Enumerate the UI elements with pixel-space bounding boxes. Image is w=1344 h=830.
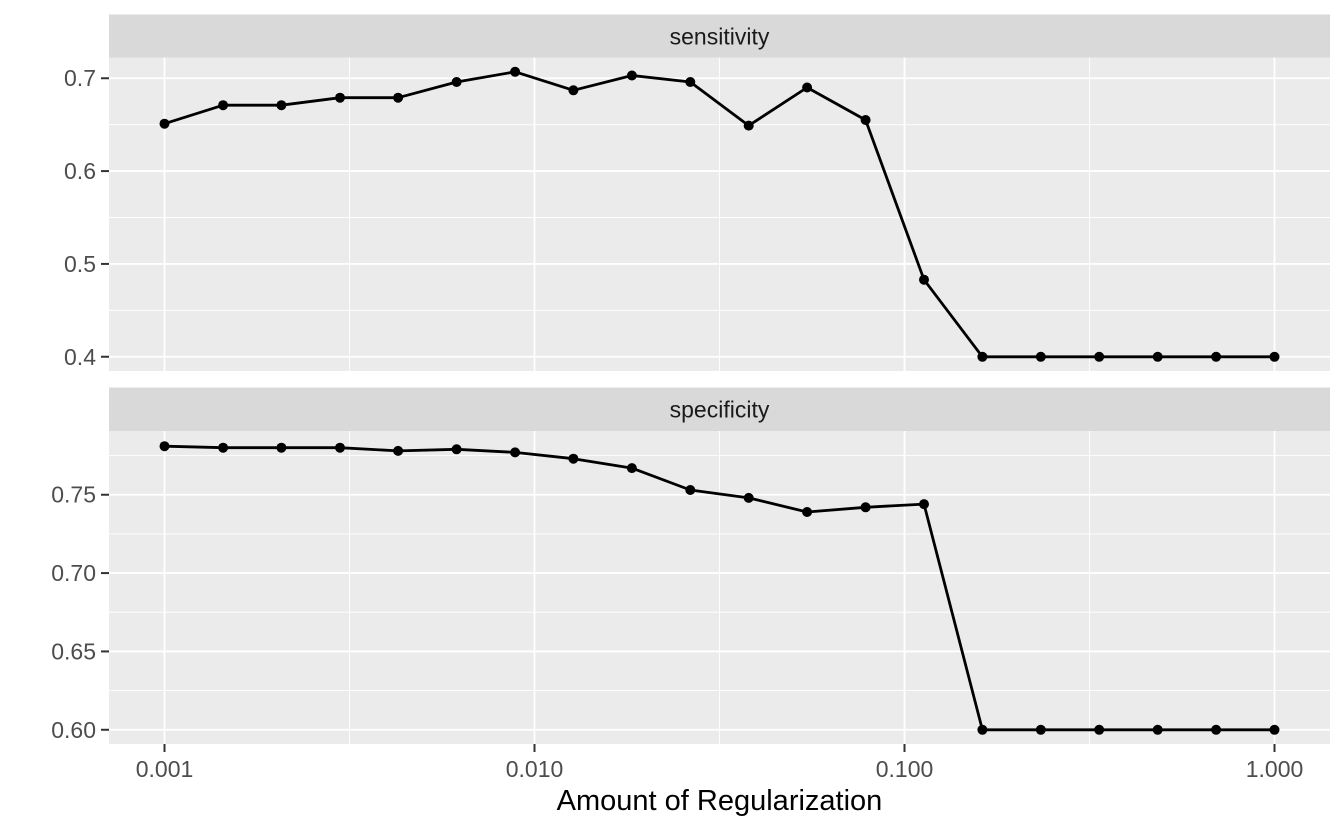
x-tick-label: 0.010 (506, 756, 564, 782)
data-point (276, 100, 287, 111)
data-point (860, 502, 871, 513)
data-point (977, 724, 988, 735)
data-point (860, 115, 871, 125)
data-point (1152, 724, 1163, 735)
data-point (335, 92, 345, 103)
data-point (451, 77, 462, 87)
data-point (510, 66, 521, 77)
facet-strip (109, 14, 1330, 58)
y-tick-label: 0.60 (51, 717, 96, 743)
data-point (626, 70, 637, 81)
data-point (159, 441, 170, 452)
data-point (977, 351, 988, 362)
data-point (335, 442, 345, 453)
data-point (276, 442, 287, 453)
data-point (568, 85, 579, 96)
data-point (1269, 351, 1280, 362)
x-tick-label: 1.000 (1246, 756, 1304, 782)
series-line (164, 70, 1275, 359)
data-point (451, 444, 462, 455)
data-point (685, 485, 696, 495)
data-point (743, 492, 754, 503)
y-tick-label: 0.4 (64, 344, 96, 370)
y-tick-label: 0.75 (51, 482, 96, 508)
data-point (1211, 724, 1222, 735)
data-point (1035, 724, 1046, 735)
data-point (1094, 724, 1105, 735)
y-tick-label: 0.6 (64, 158, 96, 184)
data-point (919, 274, 929, 285)
data-point (626, 463, 637, 474)
data-point (685, 77, 696, 87)
y-tick-label: 0.70 (51, 560, 96, 586)
data-point (1035, 351, 1046, 362)
x-tick-label: 0.100 (876, 756, 934, 782)
x-tick-label: 0.001 (136, 756, 194, 782)
data-point (743, 120, 754, 131)
data-point (1269, 724, 1280, 735)
data-point (802, 82, 813, 93)
data-point (919, 499, 929, 510)
data-point (218, 442, 229, 453)
data-point (1094, 351, 1105, 362)
data-point (1152, 351, 1163, 362)
data-point (568, 453, 579, 464)
facet-strip-label-sensitivity: sensitivity (670, 24, 770, 50)
data-point (393, 445, 404, 456)
chart-generated-layer: 0.4 0.5 0.6 0.7 0.60 0.65 0.70 0.75 0.001 0.010 0.… (51, 14, 1330, 782)
y-tick-label: 0.7 (64, 65, 96, 91)
data-point (802, 507, 813, 517)
series-line (164, 444, 1275, 732)
data-point (159, 118, 170, 129)
y-tick-label: 0.5 (64, 251, 96, 277)
facet-strip (109, 387, 1330, 431)
data-point (510, 447, 521, 458)
x-axis-title: Amount of Regularization (557, 785, 883, 817)
facet-strip-label-specificity: specificity (670, 397, 770, 423)
data-point (393, 92, 404, 103)
y-tick-label: 0.65 (51, 638, 96, 664)
data-point (1211, 351, 1222, 362)
data-point (218, 100, 229, 111)
